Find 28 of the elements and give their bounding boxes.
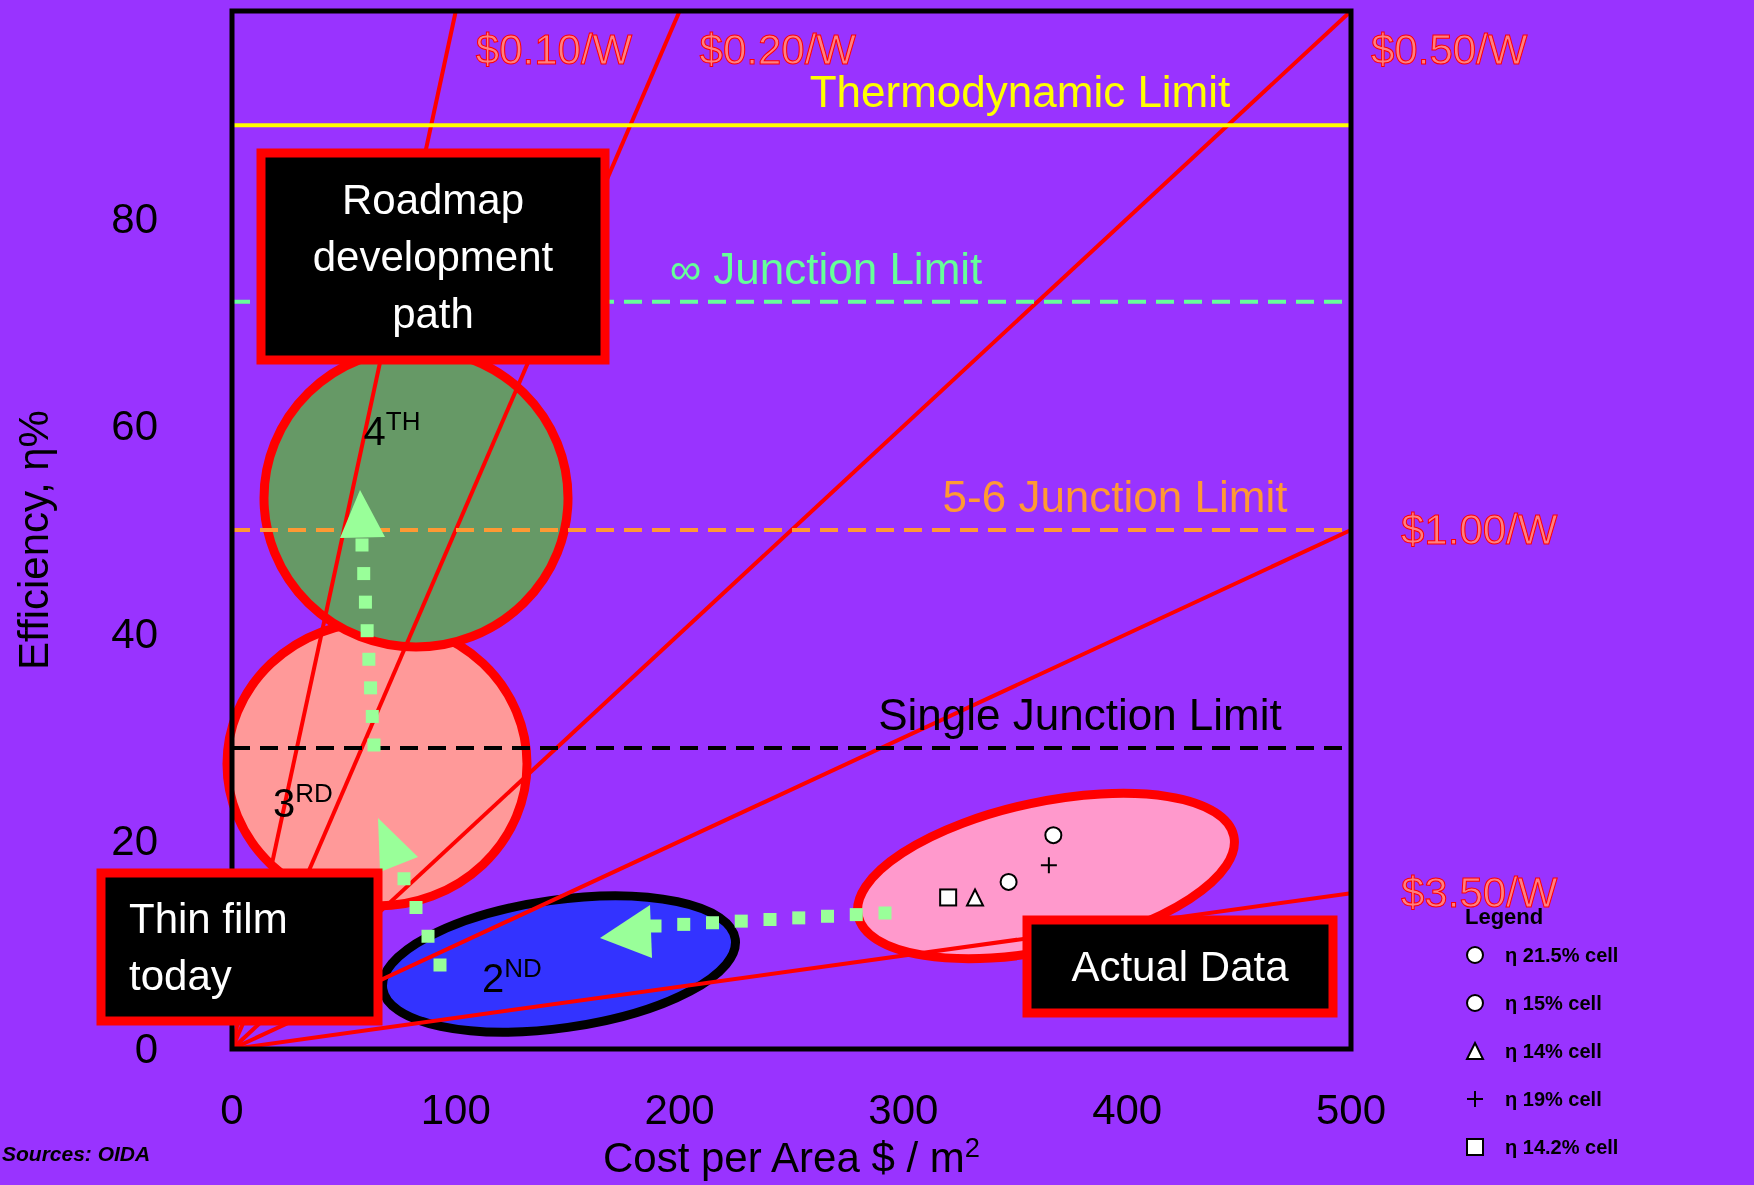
y-tick-label: 40 bbox=[111, 609, 158, 657]
annotation: Roadmap development path bbox=[312, 175, 554, 337]
y-tick-label: 0 bbox=[134, 1025, 158, 1072]
x-tick-label: 400 bbox=[1092, 1086, 1163, 1133]
y-axis-title: Efficiency, η% bbox=[10, 410, 57, 670]
x-tick-label: 300 bbox=[868, 1086, 939, 1133]
y-tick-label: 80 bbox=[111, 194, 158, 242]
annotation: Actual Data bbox=[1071, 942, 1290, 990]
x-tick-label: 0 bbox=[220, 1086, 244, 1133]
series-label: $1.00/W bbox=[1401, 506, 1558, 553]
legend-label: η 19% cell bbox=[1505, 1088, 1602, 1110]
source-note: Sources: OIDA bbox=[2, 1142, 151, 1165]
legend-label: η 14.2% cell bbox=[1505, 1136, 1619, 1158]
y-tick-label: 20 bbox=[111, 817, 158, 865]
y-tick-label: 60 bbox=[111, 402, 158, 450]
legend-label: η 21.5% cell bbox=[1505, 944, 1619, 966]
legend-label: η 15% cell bbox=[1505, 992, 1602, 1014]
x-tick-label: 100 bbox=[420, 1086, 491, 1133]
x-tick-label: 500 bbox=[1315, 1086, 1387, 1133]
series-label: $0.50/W bbox=[1371, 26, 1528, 73]
ref-line-label: 5-6 Junction Limit bbox=[942, 472, 1288, 521]
annotation: 2$^{ND}$ bbox=[482, 953, 542, 1000]
ref-line-label: ∞ Junction Limit bbox=[669, 243, 983, 293]
x-tick-label: 200 bbox=[644, 1086, 715, 1133]
legend-label: η 14% cell bbox=[1505, 1040, 1602, 1062]
annotation: Thin film today bbox=[129, 894, 288, 999]
series-label: $0.10/W bbox=[475, 26, 633, 73]
x-axis-title: Cost per Area $ / m$^{2}$ bbox=[602, 1131, 981, 1181]
